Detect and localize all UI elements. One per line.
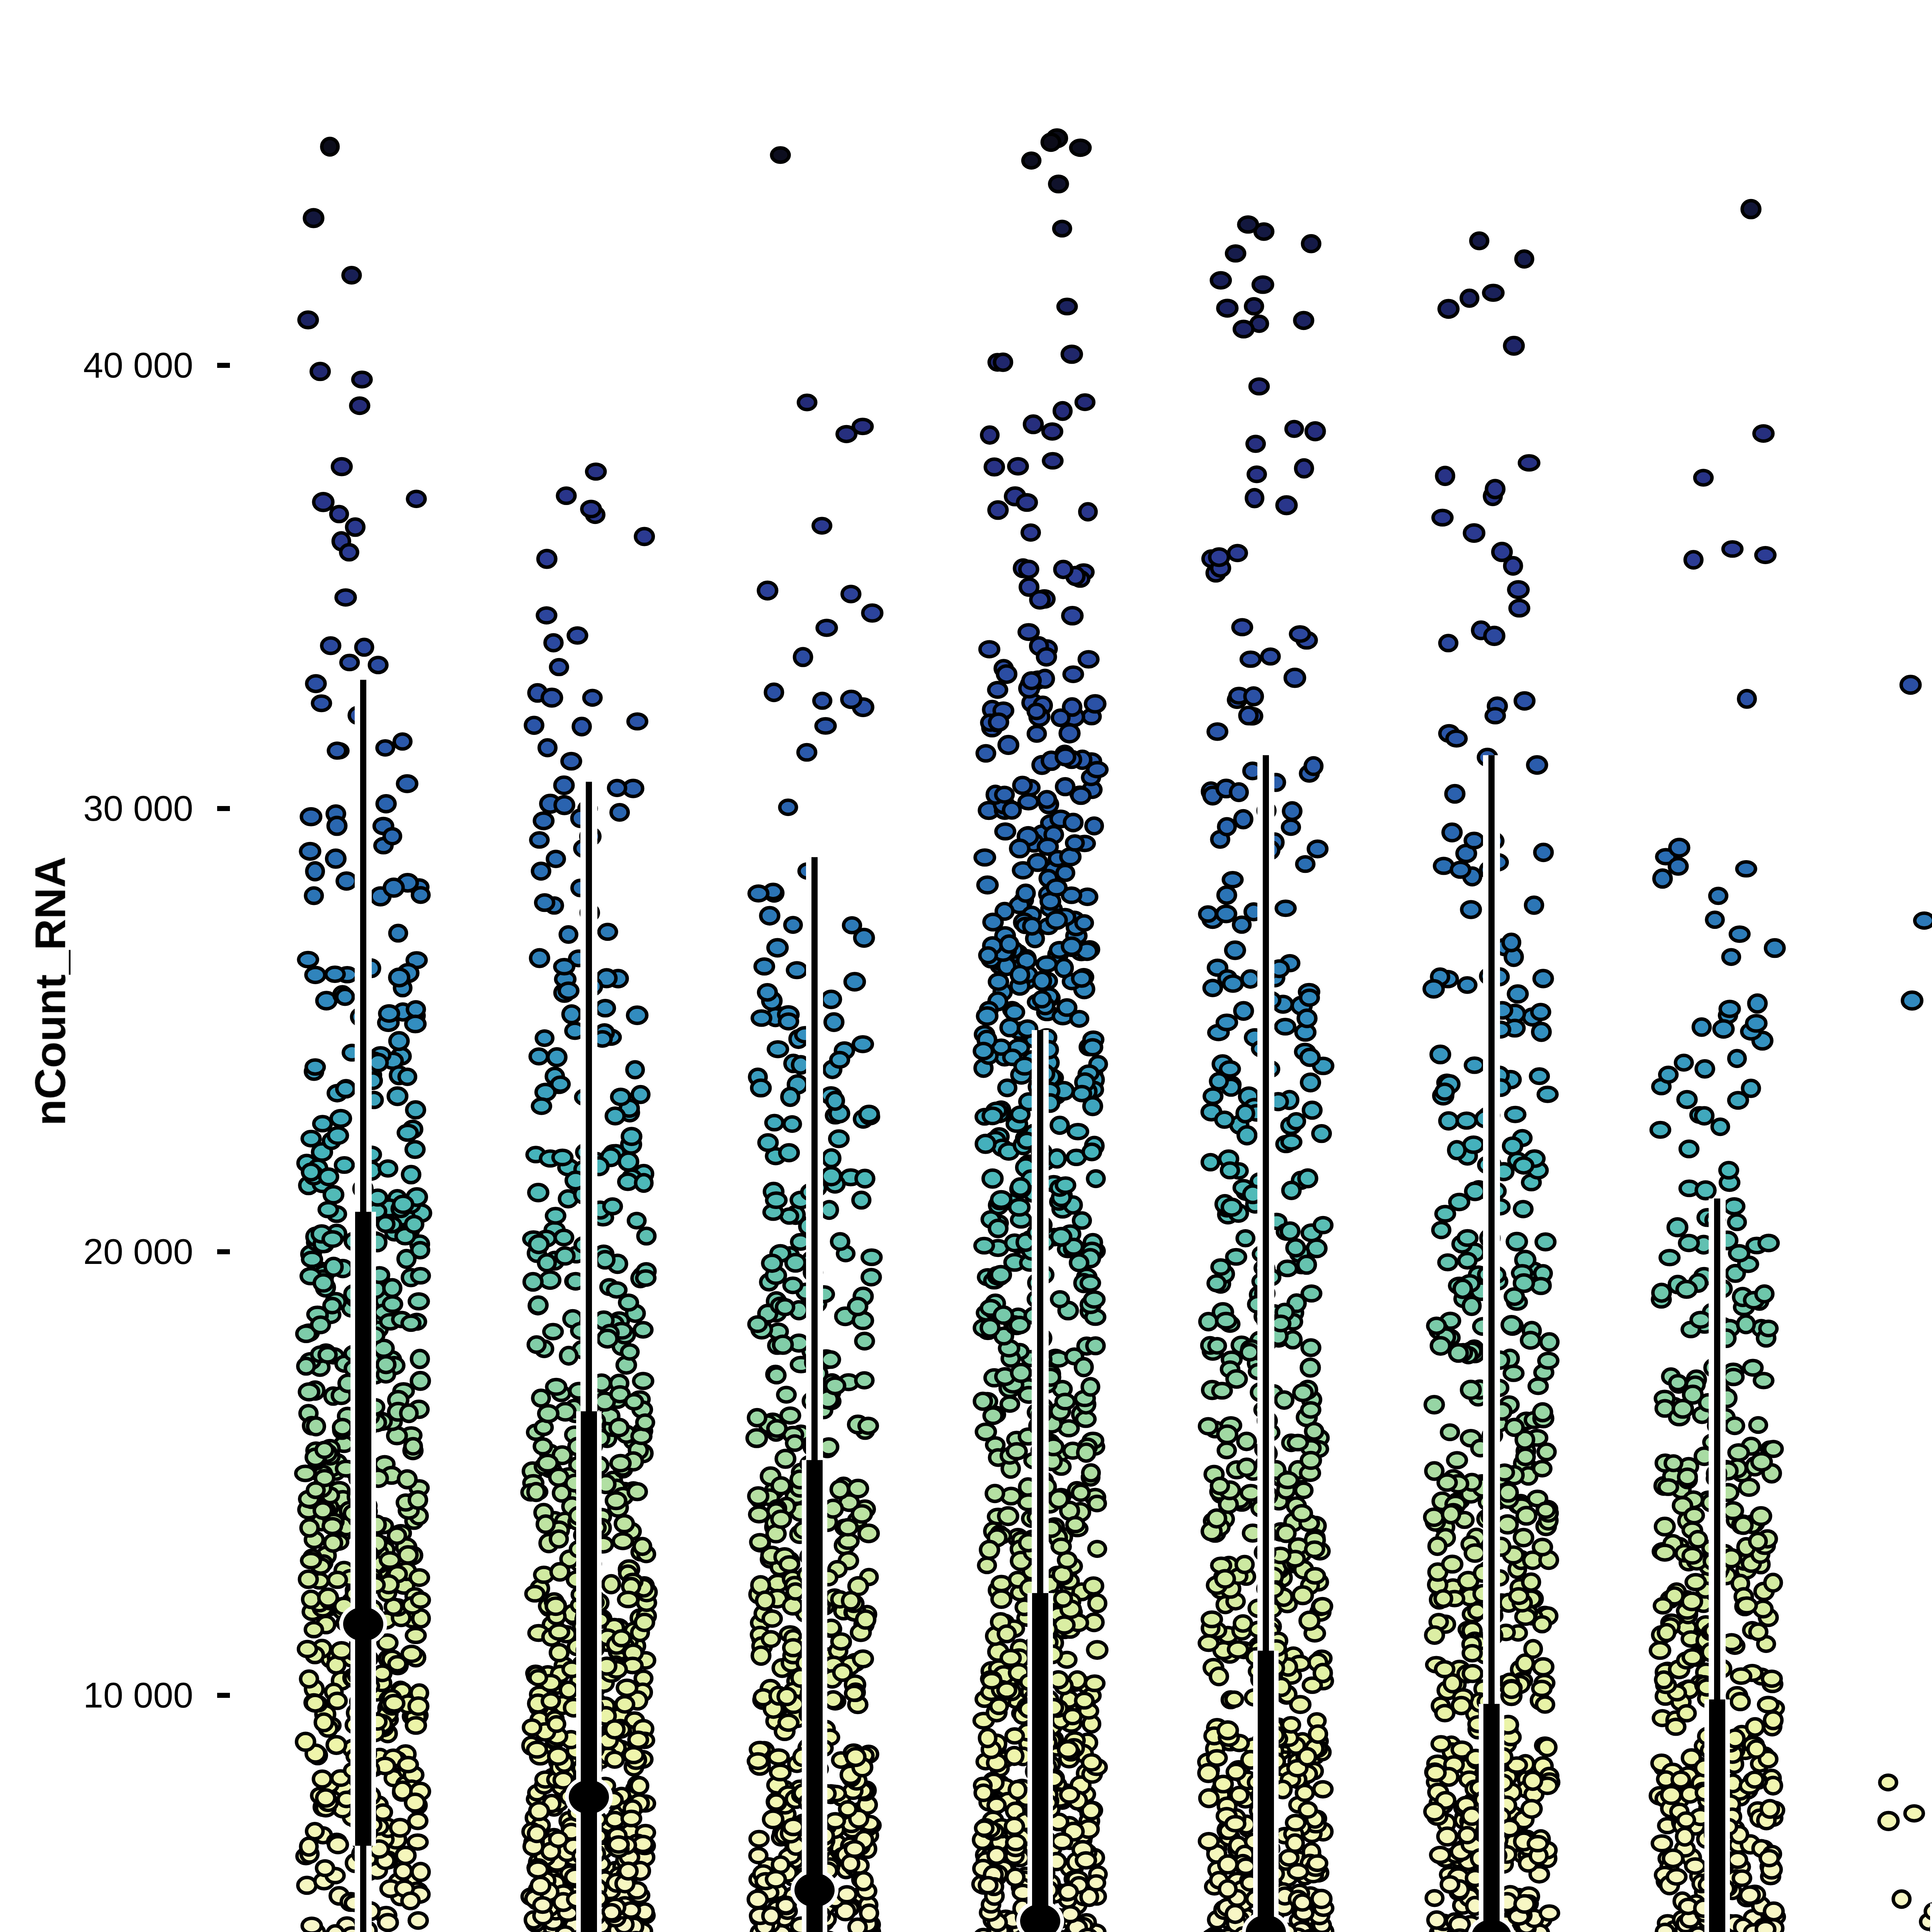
y-tick-mark (217, 1693, 230, 1698)
y-tick-mark (217, 1249, 230, 1254)
y-tick-label: 30 000 (31, 791, 193, 827)
y-tick-mark (217, 806, 230, 811)
y-axis-title: nCount_RNA (26, 857, 75, 1126)
y-tick-label: 10 000 (31, 1677, 193, 1713)
figure: nCount_RNA 010 00020 00030 00040 000 RG-… (0, 0, 1932, 1932)
y-tick-label: 40 000 (31, 347, 193, 383)
jitter-plot-canvas (0, 0, 1932, 1932)
y-tick-mark (217, 363, 230, 368)
y-tick-label: 20 000 (31, 1234, 193, 1270)
